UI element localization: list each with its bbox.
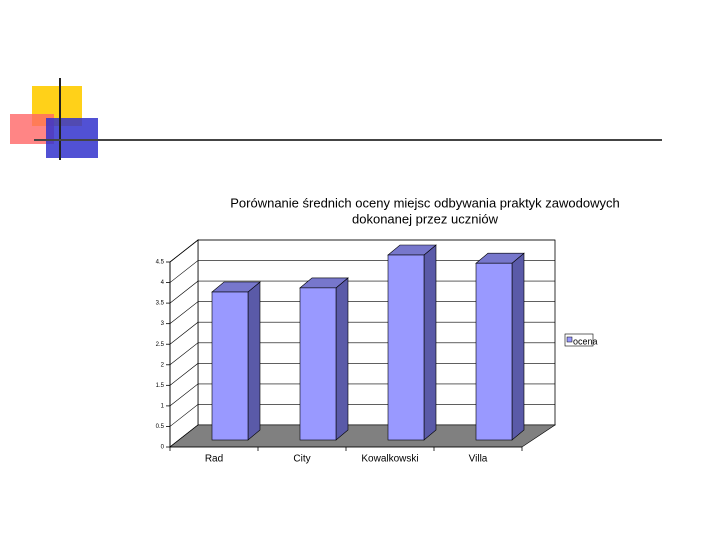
legend-swatch xyxy=(566,336,573,343)
bar-side xyxy=(511,252,525,441)
x-tick-label: Villa xyxy=(469,454,488,465)
y-tick-label: 0.5 xyxy=(156,424,165,430)
y-tick-label: 2.5 xyxy=(156,342,165,348)
bar-side xyxy=(423,244,437,441)
y-tick-label: 1 xyxy=(161,403,165,409)
bar-front xyxy=(475,262,513,441)
y-tick-label: 3 xyxy=(161,321,165,327)
bar xyxy=(299,277,349,441)
bar-side xyxy=(335,277,349,441)
grid-line xyxy=(169,239,555,263)
bar-front xyxy=(387,254,425,441)
y-tick-label: 3.5 xyxy=(156,301,165,307)
bar xyxy=(387,244,437,441)
y-tick-label: 4 xyxy=(161,280,165,286)
y-tick-label: 0 xyxy=(161,445,165,451)
slide-decoration xyxy=(10,78,662,160)
x-tick-label: Rad xyxy=(205,454,223,465)
side-wall xyxy=(169,239,199,448)
x-tick-label: City xyxy=(293,454,310,465)
chart-title: dokonanej przez uczniów xyxy=(352,211,499,226)
bar xyxy=(475,252,525,441)
legend-label: ocena xyxy=(573,336,598,346)
x-tick-label: Kowalkowski xyxy=(361,454,418,465)
y-tick-label: 1.5 xyxy=(156,383,165,389)
bar-front xyxy=(211,291,249,441)
bar xyxy=(211,281,261,441)
plot: 0 0.5 1 1.5 2 2.5 3 3.5 4 4.5 Rad City Kowalkowski Vi… xyxy=(156,239,598,465)
y-tick-label: 2 xyxy=(161,362,165,368)
chart-title: Porównanie średnich oceny miejsc odbywan… xyxy=(230,195,619,210)
y-tick-label: 4.5 xyxy=(156,260,165,266)
bar-front xyxy=(299,287,337,441)
bar-side xyxy=(247,281,261,441)
